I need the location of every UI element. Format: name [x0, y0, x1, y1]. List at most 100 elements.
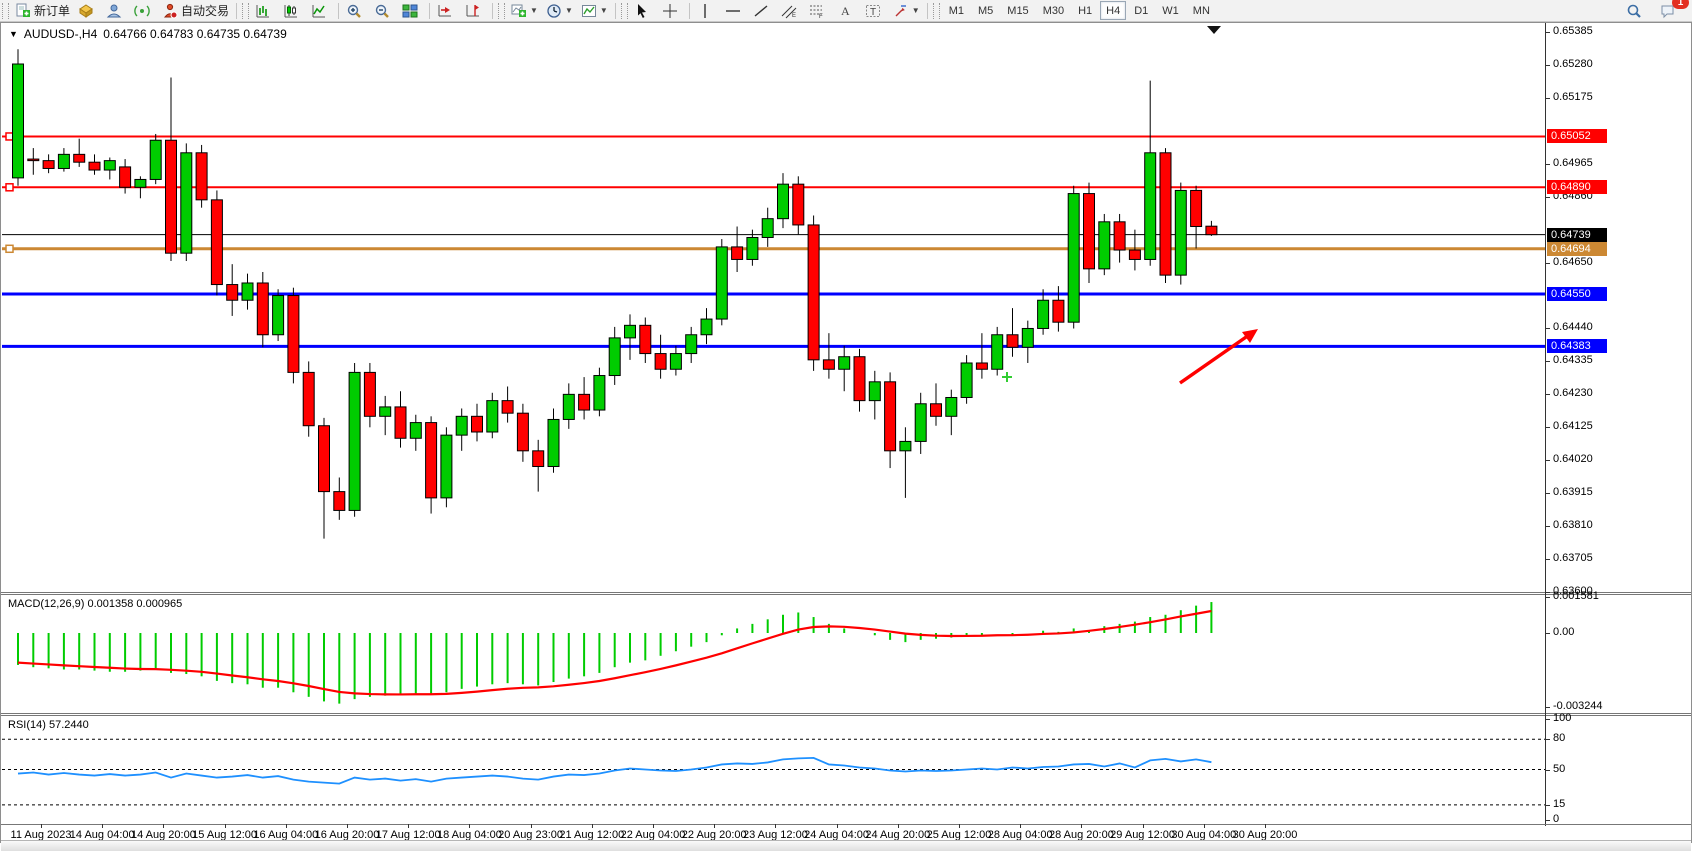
- symbol-dropdown-icon[interactable]: ▼: [9, 29, 18, 39]
- candle[interactable]: [914, 392, 927, 454]
- chart-shift-marker-icon[interactable]: [1207, 26, 1221, 34]
- auto-scroll-button[interactable]: [433, 0, 461, 21]
- candle[interactable]: [471, 403, 483, 442]
- candle[interactable]: [700, 308, 713, 345]
- timeframe-mn-button[interactable]: MN: [1192, 4, 1210, 17]
- candle[interactable]: [777, 173, 789, 229]
- arrow-annotation-head[interactable]: [1242, 329, 1258, 343]
- candle[interactable]: [409, 414, 422, 451]
- timeframe-h1-button[interactable]: H1: [1078, 4, 1093, 17]
- text-label-button[interactable]: T: [861, 0, 889, 21]
- toolbar-grip[interactable]: [498, 2, 506, 19]
- candle[interactable]: [103, 157, 116, 180]
- candle[interactable]: [318, 417, 330, 539]
- candle[interactable]: [761, 207, 774, 247]
- vertical-line-button[interactable]: [693, 0, 721, 21]
- tile-windows-button[interactable]: [398, 0, 426, 21]
- toolbar-grip[interactable]: [932, 2, 940, 19]
- candle[interactable]: [88, 154, 101, 175]
- candle[interactable]: [807, 215, 820, 371]
- candle[interactable]: [639, 317, 652, 363]
- candle[interactable]: [455, 408, 468, 451]
- candle[interactable]: [608, 326, 621, 385]
- candle[interactable]: [379, 395, 392, 436]
- candle[interactable]: [272, 289, 285, 342]
- candle[interactable]: [822, 333, 835, 379]
- text-button[interactable]: A: [833, 0, 861, 21]
- fibonacci-button[interactable]: F: [805, 0, 833, 21]
- chevron-down-icon[interactable]: ▼: [911, 5, 920, 15]
- macd-pane-canvas[interactable]: [2, 595, 1545, 713]
- horizontal-line-button[interactable]: [721, 0, 749, 21]
- candle[interactable]: [516, 403, 529, 462]
- candle[interactable]: [1052, 286, 1065, 332]
- hline-anchor-0.64694[interactable]: [5, 244, 14, 254]
- toolbar-grip[interactable]: [620, 2, 628, 19]
- timeframe-d1-button[interactable]: D1: [1134, 4, 1149, 17]
- candle[interactable]: [180, 143, 193, 262]
- main-chart-canvas[interactable]: [2, 25, 1545, 592]
- candle[interactable]: [1205, 220, 1218, 236]
- notifications-button[interactable]: 1: [1656, 0, 1689, 21]
- candle[interactable]: [119, 159, 132, 194]
- candle[interactable]: [1144, 80, 1157, 266]
- candle[interactable]: [669, 345, 682, 376]
- candle[interactable]: [1113, 213, 1126, 263]
- chart-shift-button[interactable]: [461, 0, 489, 21]
- candle[interactable]: [1098, 213, 1111, 276]
- candle[interactable]: [899, 427, 912, 498]
- rsi-pane-canvas[interactable]: [2, 716, 1545, 824]
- timeframe-m1-button[interactable]: M1: [948, 4, 964, 17]
- candle[interactable]: [1190, 185, 1203, 249]
- candle[interactable]: [302, 361, 315, 437]
- candle[interactable]: [348, 362, 361, 517]
- candle[interactable]: [991, 326, 1004, 376]
- candle[interactable]: [256, 272, 269, 348]
- line-chart-button[interactable]: [307, 0, 335, 21]
- timeframe-h4-button[interactable]: H4: [1100, 1, 1127, 20]
- candle[interactable]: [715, 239, 728, 326]
- candle[interactable]: [685, 326, 698, 363]
- candle[interactable]: [226, 264, 239, 316]
- chevron-down-icon[interactable]: ▼: [530, 5, 538, 15]
- equidistant-channel-button[interactable]: E: [777, 0, 805, 21]
- candle[interactable]: [945, 389, 958, 436]
- chevron-down-icon[interactable]: ▼: [599, 5, 608, 15]
- candle[interactable]: [12, 49, 24, 186]
- candle[interactable]: [363, 362, 376, 428]
- toolbar-grip[interactable]: [2, 2, 9, 19]
- candle[interactable]: [838, 345, 851, 392]
- candle[interactable]: [333, 477, 346, 520]
- templates-button[interactable]: ▼: [577, 0, 612, 21]
- candle[interactable]: [547, 408, 560, 473]
- candle[interactable]: [1128, 229, 1141, 271]
- indicators-button[interactable]: ▼: [507, 0, 542, 21]
- candle[interactable]: [394, 391, 407, 448]
- timeframe-m15-button[interactable]: M15: [1007, 4, 1029, 17]
- signals-button[interactable]: [102, 0, 130, 21]
- candle[interactable]: [210, 190, 223, 296]
- periods-button[interactable]: ▼: [542, 0, 577, 21]
- candle[interactable]: [853, 348, 866, 412]
- candle[interactable]: [73, 138, 86, 167]
- candle[interactable]: [1067, 185, 1080, 329]
- candle[interactable]: [165, 77, 177, 262]
- arrows-button[interactable]: ▼: [889, 0, 924, 21]
- candle[interactable]: [624, 314, 636, 360]
- candle[interactable]: [930, 383, 942, 426]
- autotrading-button[interactable]: 自动交易: [158, 0, 233, 21]
- candle[interactable]: [868, 370, 881, 420]
- news-button[interactable]: [130, 0, 158, 21]
- hline-anchor-0.65052[interactable]: [5, 132, 14, 141]
- candle[interactable]: [1083, 182, 1095, 283]
- candle[interactable]: [578, 377, 591, 420]
- candle[interactable]: [975, 333, 988, 379]
- pane-splitter[interactable]: [1, 713, 1691, 714]
- candle[interactable]: [1159, 148, 1172, 283]
- zoom-out-button[interactable]: [370, 0, 398, 21]
- timeframe-w1-button[interactable]: W1: [1162, 4, 1179, 17]
- hline-anchor-0.64890[interactable]: [5, 183, 14, 192]
- timeframe-m5-button[interactable]: M5: [978, 4, 994, 17]
- candle[interactable]: [884, 372, 897, 469]
- cursor-button[interactable]: [630, 0, 658, 21]
